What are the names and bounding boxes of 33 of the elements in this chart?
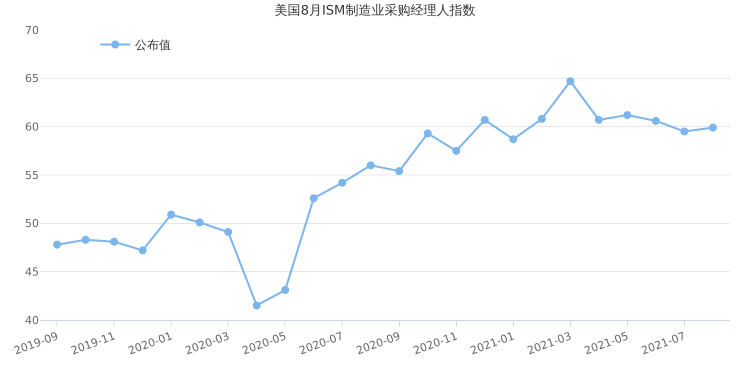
chart-title: 美国8月ISM制造业采购经理人指数	[274, 2, 476, 19]
point	[310, 194, 318, 202]
y-tick-label: 70	[25, 24, 39, 37]
point	[424, 129, 432, 138]
point	[708, 124, 717, 132]
point	[53, 240, 62, 249]
point	[452, 146, 460, 155]
point	[594, 116, 603, 124]
legend-label: 公布值	[135, 38, 172, 52]
point	[110, 238, 118, 246]
point	[338, 178, 346, 187]
point	[167, 210, 176, 219]
point	[480, 116, 489, 124]
point	[509, 135, 518, 144]
point	[281, 286, 290, 294]
y-tick-label: 50	[25, 217, 39, 230]
point	[680, 128, 688, 136]
point	[395, 167, 404, 176]
point	[566, 77, 574, 86]
point	[652, 116, 660, 125]
y-tick-label: 65	[25, 72, 39, 86]
point	[252, 302, 261, 310]
point	[196, 218, 204, 226]
point	[623, 111, 632, 120]
y-tick-label: 55	[25, 168, 39, 182]
point	[138, 246, 147, 254]
point	[366, 161, 375, 170]
point	[224, 228, 232, 236]
y-tick-label: 60	[25, 120, 39, 134]
y-tick-label: 45	[25, 266, 39, 279]
y-tick-label: 40	[25, 314, 39, 327]
point	[82, 236, 90, 244]
point	[538, 114, 546, 123]
